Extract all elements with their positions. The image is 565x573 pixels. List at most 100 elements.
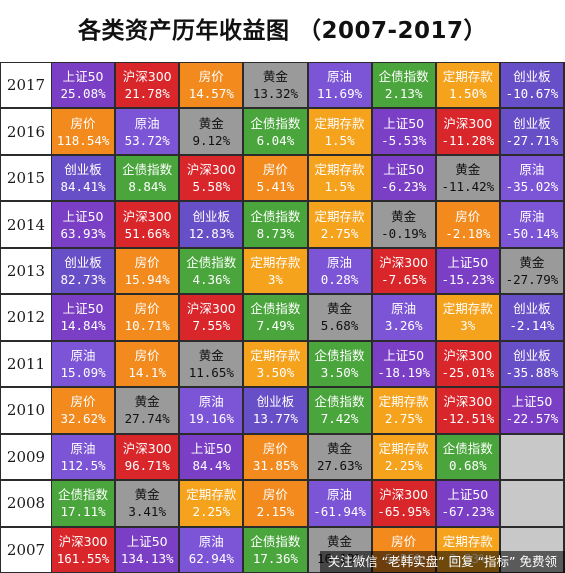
return-value: -67.23% bbox=[441, 503, 494, 520]
asset-return-cell: 黄金 -27.79% bbox=[501, 249, 563, 293]
asset-return-cell: 企债指数 0.68% bbox=[437, 435, 499, 479]
return-value: 27.63% bbox=[317, 457, 362, 474]
asset-name: 沪深300 bbox=[443, 115, 492, 132]
year-label: 2017 bbox=[1, 63, 51, 107]
asset-name: 定期存款 bbox=[443, 68, 493, 85]
return-value: 84.4% bbox=[192, 457, 230, 474]
return-value: 14.84% bbox=[60, 317, 105, 334]
asset-return-cell: 企债指数 6.04% bbox=[244, 109, 306, 153]
asset-name: 定期存款 bbox=[379, 440, 429, 457]
asset-name: 黄金 bbox=[391, 208, 416, 225]
asset-name: 原油 bbox=[391, 300, 416, 317]
return-value: -27.71% bbox=[506, 132, 559, 149]
asset-return-cell: 定期存款 2.75% bbox=[373, 388, 435, 432]
return-value: 0.68% bbox=[449, 457, 487, 474]
return-value: 51.66% bbox=[125, 225, 170, 242]
asset-name: 上证50 bbox=[447, 486, 488, 503]
return-value: 96.71% bbox=[125, 457, 170, 474]
return-value: 27.74% bbox=[125, 410, 170, 427]
asset-name: 企债指数 bbox=[443, 440, 493, 457]
asset-return-cell: 黄金 27.74% bbox=[116, 388, 178, 432]
asset-return-cell: 沪深300 96.71% bbox=[116, 435, 178, 479]
asset-name: 原油 bbox=[199, 533, 224, 550]
asset-name: 房价 bbox=[135, 300, 160, 317]
return-value: 2.75% bbox=[385, 410, 423, 427]
asset-name: 黄金 bbox=[327, 533, 352, 550]
asset-name: 原油 bbox=[327, 68, 352, 85]
asset-name: 企债指数 bbox=[250, 208, 300, 225]
asset-name: 企债指数 bbox=[250, 115, 300, 132]
asset-name: 房价 bbox=[263, 440, 288, 457]
return-value: 3% bbox=[268, 271, 283, 288]
asset-name: 定期存款 bbox=[443, 533, 493, 550]
asset-return-cell: 企债指数 8.73% bbox=[244, 202, 306, 246]
asset-return-cell: 定期存款 3% bbox=[244, 249, 306, 293]
return-value: 1.50% bbox=[449, 85, 487, 102]
return-value: 3.41% bbox=[128, 503, 166, 520]
asset-name: 原油 bbox=[71, 440, 96, 457]
return-value: 14.1% bbox=[128, 364, 166, 381]
return-value: 5.58% bbox=[192, 178, 230, 195]
return-value: 6.04% bbox=[257, 132, 295, 149]
asset-return-cell: 创业板 84.41% bbox=[52, 156, 114, 200]
asset-return-cell: 黄金 5.68% bbox=[309, 295, 371, 339]
return-value: -12.51% bbox=[441, 410, 494, 427]
asset-name: 上证50 bbox=[383, 347, 424, 364]
empty-cell bbox=[501, 435, 563, 479]
return-value: -11.42% bbox=[441, 178, 494, 195]
asset-return-cell: 房价 -2.18% bbox=[437, 202, 499, 246]
asset-name: 上证50 bbox=[63, 208, 104, 225]
asset-name: 创业板 bbox=[513, 300, 551, 317]
return-value: -7.65% bbox=[381, 271, 426, 288]
asset-name: 房价 bbox=[135, 254, 160, 271]
asset-name: 定期存款 bbox=[379, 393, 429, 410]
return-value: 118.54% bbox=[57, 132, 110, 149]
return-value: 84.41% bbox=[60, 178, 105, 195]
asset-return-cell: 原油 0.28% bbox=[309, 249, 371, 293]
year-label: 2016 bbox=[1, 109, 51, 153]
asset-name: 定期存款 bbox=[443, 300, 493, 317]
asset-return-cell: 定期存款 1.5% bbox=[309, 156, 371, 200]
asset-name: 上证50 bbox=[63, 68, 104, 85]
asset-return-cell: 房价 118.54% bbox=[52, 109, 114, 153]
asset-return-cell: 上证50 25.08% bbox=[52, 63, 114, 107]
return-value: 0.28% bbox=[321, 271, 359, 288]
return-value: -2.14% bbox=[509, 317, 554, 334]
asset-name: 上证50 bbox=[383, 161, 424, 178]
asset-return-cell: 上证50 134.13% bbox=[116, 528, 178, 572]
asset-return-cell: 上证50 84.4% bbox=[180, 435, 242, 479]
asset-name: 定期存款 bbox=[186, 486, 236, 503]
asset-name: 创业板 bbox=[64, 161, 102, 178]
return-value: 2.15% bbox=[257, 503, 295, 520]
return-value: 13.32% bbox=[253, 85, 298, 102]
asset-name: 企债指数 bbox=[58, 486, 108, 503]
asset-name: 房价 bbox=[391, 533, 416, 550]
asset-name: 定期存款 bbox=[250, 347, 300, 364]
asset-name: 定期存款 bbox=[315, 115, 365, 132]
return-value: 161.55% bbox=[57, 550, 110, 567]
asset-name: 企债指数 bbox=[315, 347, 365, 364]
year-label: 2010 bbox=[1, 388, 51, 432]
asset-name: 黄金 bbox=[327, 300, 352, 317]
return-value: -25.01% bbox=[441, 364, 494, 381]
return-value: -35.02% bbox=[506, 178, 559, 195]
asset-return-cell: 企债指数 8.84% bbox=[116, 156, 178, 200]
year-label: 2012 bbox=[1, 295, 51, 339]
return-value: 2.13% bbox=[385, 85, 423, 102]
return-value: 10.71% bbox=[125, 317, 170, 334]
asset-name: 沪深300 bbox=[379, 254, 428, 271]
asset-return-cell: 定期存款 2.25% bbox=[373, 435, 435, 479]
return-value: 8.84% bbox=[128, 178, 166, 195]
return-value: 8.73% bbox=[257, 225, 295, 242]
return-value: 11.69% bbox=[317, 85, 362, 102]
asset-name: 上证50 bbox=[63, 300, 104, 317]
asset-name: 沪深300 bbox=[443, 393, 492, 410]
asset-name: 原油 bbox=[519, 161, 544, 178]
asset-return-cell: 房价 10.71% bbox=[116, 295, 178, 339]
asset-name: 上证50 bbox=[191, 440, 232, 457]
asset-return-cell: 黄金 -11.42% bbox=[437, 156, 499, 200]
return-value: 25.08% bbox=[60, 85, 105, 102]
return-value: 13.77% bbox=[253, 410, 298, 427]
return-value: 5.68% bbox=[321, 317, 359, 334]
year-label: 2013 bbox=[1, 249, 51, 293]
